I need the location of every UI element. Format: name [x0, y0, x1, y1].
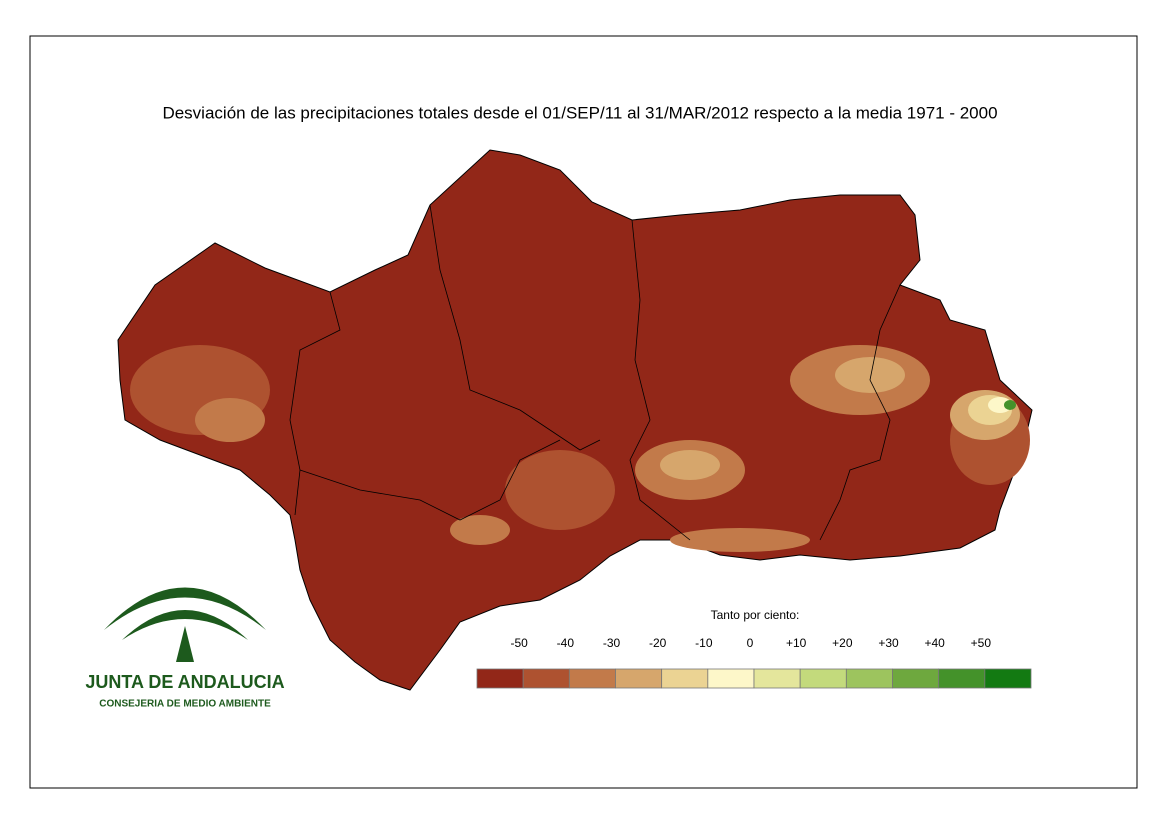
logo-name: JUNTA DE ANDALUCIA — [85, 672, 284, 692]
legend-label: 0 — [747, 636, 754, 650]
logo-department: CONSEJERIA DE MEDIO AMBIENTE — [99, 699, 271, 710]
legend-swatch — [845, 668, 893, 689]
legend-swatch — [476, 668, 524, 689]
legend-label: -20 — [649, 636, 667, 650]
legend-swatch — [892, 668, 940, 689]
legend-swatch — [661, 668, 709, 689]
legend-label: +30 — [878, 636, 899, 650]
legend-swatch — [753, 668, 801, 689]
legend-swatch — [984, 668, 1032, 689]
legend-swatch — [615, 668, 663, 689]
legend-label: -30 — [603, 636, 621, 650]
legend-label: +10 — [786, 636, 807, 650]
logo: JUNTA DE ANDALUCIA CONSEJERIA DE MEDIO A… — [85, 587, 285, 710]
legend-label: +40 — [924, 636, 945, 650]
map-title: Desviación de las precipitaciones totale… — [162, 103, 997, 122]
legend-label: -50 — [510, 636, 528, 650]
legend-label: +20 — [832, 636, 853, 650]
legend: Tanto por ciento: -50 -40 -30 -20 -10 0 +10 +20… — [476, 608, 1032, 689]
legend-swatch — [522, 668, 570, 689]
legend-label: +50 — [971, 636, 992, 650]
legend-swatch — [568, 668, 616, 689]
legend-title: Tanto por ciento: — [711, 608, 800, 622]
legend-swatch — [938, 668, 986, 689]
legend-swatch — [799, 668, 847, 689]
legend-swatch — [707, 668, 755, 689]
legend-label: -40 — [557, 636, 575, 650]
region-map — [117, 149, 1033, 691]
legend-label: -10 — [695, 636, 713, 650]
